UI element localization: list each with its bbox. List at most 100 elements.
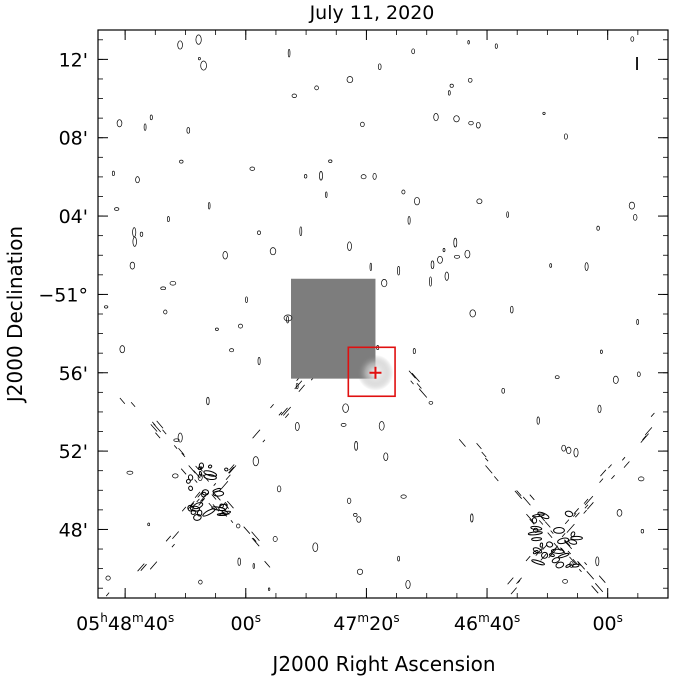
bright-source-contour — [539, 542, 544, 548]
contour-blob — [295, 382, 299, 390]
contour-blob — [286, 316, 289, 324]
contour-blob — [215, 327, 219, 331]
contour-blob — [453, 115, 460, 123]
bright-source-contour — [530, 525, 543, 531]
sidelobe-streak — [228, 464, 235, 471]
contour-blob — [378, 421, 385, 431]
sidelobe-streak — [640, 433, 649, 443]
bright-source-contour — [212, 487, 222, 493]
sidelobe-streak — [251, 531, 260, 542]
sidelobe-streak — [529, 494, 535, 501]
contour-blob — [177, 432, 183, 443]
contour-blob — [369, 262, 372, 272]
contour-blob — [114, 207, 120, 211]
sidelobe-streak — [230, 520, 234, 523]
contour-blob — [470, 513, 474, 523]
contour-blob — [186, 127, 191, 134]
contour-blob — [312, 542, 319, 552]
contour-blob — [354, 441, 358, 451]
bright-source-contour — [196, 509, 203, 517]
inset-contour — [283, 314, 293, 322]
sidelobe-streak — [418, 388, 428, 398]
contour-blob — [596, 225, 600, 231]
contour-blob — [401, 189, 406, 195]
y-tick-label: 48' — [59, 519, 88, 541]
contour-blob — [173, 438, 180, 442]
sidelobe-streak — [561, 533, 566, 538]
sidelobe-streak — [171, 543, 175, 548]
contour-blob — [476, 198, 483, 205]
contour-blob — [197, 473, 203, 482]
bright-source-contour — [551, 557, 561, 564]
contour-blob — [267, 587, 271, 591]
sidelobe-streak — [564, 519, 570, 525]
bright-source-contour — [198, 462, 205, 469]
bright-source-contour — [557, 537, 570, 545]
contour-blob — [600, 349, 603, 354]
bright-source-contour — [571, 563, 580, 568]
contour-blob — [412, 348, 416, 355]
sidelobe-streak — [201, 498, 205, 502]
contour-blob — [103, 305, 109, 309]
sidelobe-streak — [566, 523, 575, 533]
contour-blob — [536, 416, 540, 425]
contour-blob — [414, 196, 420, 206]
contour-blob — [383, 452, 389, 461]
y-tick-label: 04' — [59, 206, 88, 228]
contour-blob — [294, 422, 300, 431]
y-tick-label: −51° — [38, 284, 88, 306]
sidelobe-streak — [485, 465, 493, 474]
sidelobe-streak — [149, 561, 158, 570]
contour-blob — [207, 202, 211, 210]
sidelobe-streak — [540, 553, 547, 561]
contour-blob — [347, 241, 352, 251]
sidelobe-streak — [181, 452, 186, 458]
contour-blob — [200, 60, 207, 71]
bright-source-contour — [192, 502, 204, 510]
x-tick-label: 47m20s — [333, 611, 399, 635]
contour-blob — [640, 529, 645, 534]
sidelobe-streak — [600, 469, 607, 477]
sidelobe-streak — [583, 498, 589, 504]
contour-blob — [198, 579, 203, 585]
y-tick-label: 52' — [59, 441, 88, 463]
contour-blob — [542, 111, 546, 115]
bright-source-contour — [546, 541, 554, 548]
contour-blob — [340, 423, 347, 427]
bright-source-contour — [203, 473, 217, 481]
contour-blob — [494, 43, 498, 49]
sidelobe-streak — [550, 530, 554, 534]
sidelobe-streak — [194, 479, 198, 483]
contour-blob — [257, 357, 261, 366]
contour-blob — [269, 247, 277, 256]
sidelobe-streak — [584, 495, 594, 506]
y-tick-label: 56' — [59, 363, 88, 385]
chart-title: July 11, 2020 — [309, 2, 435, 24]
contour-blob — [453, 237, 458, 248]
contour-blob — [272, 536, 278, 542]
sidelobe-streak — [481, 451, 487, 458]
bright-source-contour — [531, 513, 545, 518]
contour-blob — [143, 123, 147, 131]
contour-blob — [222, 251, 228, 260]
sidelobe-streak — [284, 413, 290, 418]
sidelobe-streak — [208, 502, 213, 508]
sidelobe-streak — [173, 445, 178, 449]
contour-blob — [353, 513, 358, 517]
sidelobe-streak — [564, 539, 571, 547]
contour-blob — [597, 404, 602, 414]
sidelobe-streak — [156, 420, 164, 429]
contour-blob — [411, 48, 416, 55]
contour-blob — [346, 497, 352, 504]
sidelobe-streak — [178, 447, 185, 455]
sidelobe-streak — [529, 518, 535, 525]
sidelobe-streak — [644, 427, 653, 436]
contour-blob — [325, 191, 328, 198]
bright-source-contour — [219, 510, 232, 516]
sidelobe-streak — [586, 502, 594, 510]
sidelobe-streak — [598, 575, 606, 583]
x-axis-label: J2000 Right Ascension — [270, 652, 495, 676]
contour-blob — [630, 36, 635, 42]
sidelobe-streak — [516, 490, 522, 497]
